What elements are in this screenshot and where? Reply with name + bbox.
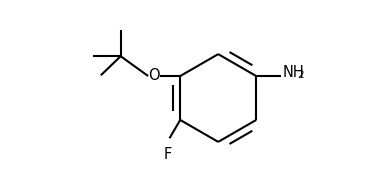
Text: NH: NH — [283, 65, 304, 80]
Text: F: F — [164, 147, 172, 162]
Text: O: O — [149, 68, 160, 83]
Text: 2: 2 — [298, 70, 304, 80]
